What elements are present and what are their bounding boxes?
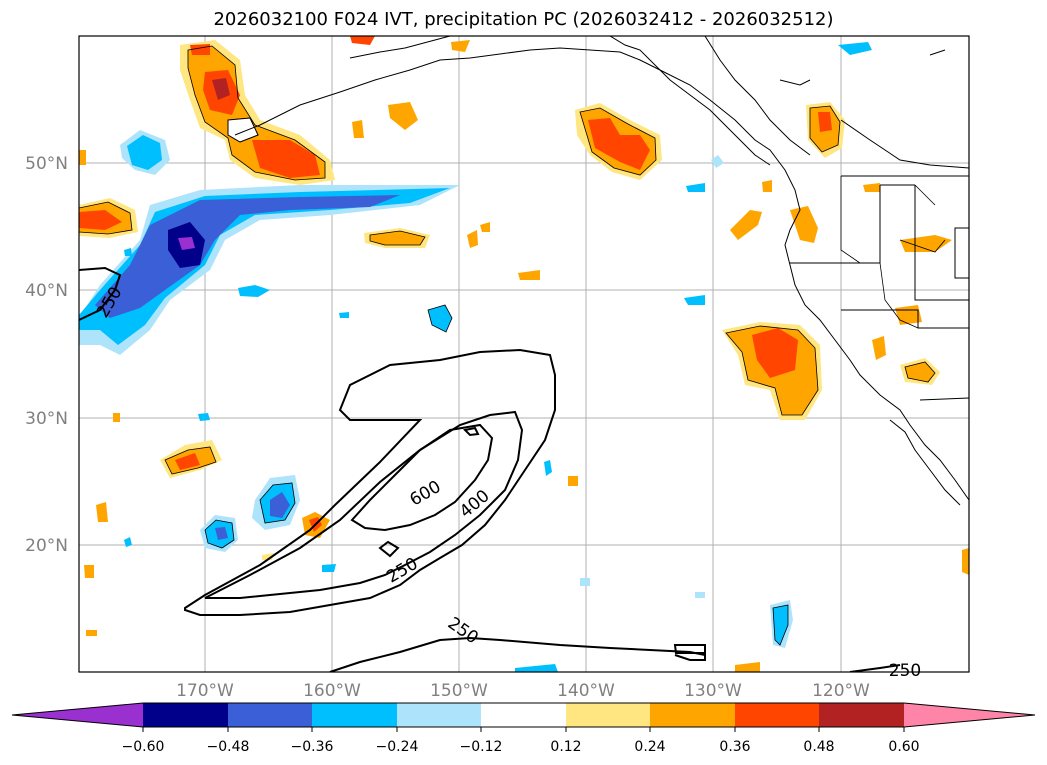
colorbar-bin [735,703,819,727]
lat-label-40n: 40°N [25,281,68,301]
lon-label-150w: 150°W [430,681,488,701]
lon-label-170w: 170°W [176,681,234,701]
lon-label-130w: 130°W [684,681,742,701]
colorbar-bin [143,703,228,727]
colorbar-tick-label: −0.36 [291,739,334,755]
colorbar-tick-label: −0.12 [460,739,503,755]
colorbar-bin [566,703,650,727]
lon-label-140w: 140°W [557,681,615,701]
coastlines [234,36,969,506]
colorbar-extend-high [904,703,1035,727]
colorbar-tick-label: 0.60 [888,739,919,755]
colorbar-tick-label: 0.12 [550,739,581,755]
lat-label-20n: 20°N [25,536,68,556]
colorbar-extend-low [12,703,143,727]
negative-precip-anomalies [79,42,872,672]
colorbar-bin [312,703,397,727]
colorbar-bin [228,703,312,727]
lon-label-120w: 120°W [812,681,870,701]
latitude-labels: 50°N 40°N 30°N 20°N [25,154,68,556]
map-plot-area [79,36,969,672]
colorbar-tick-label: 0.36 [719,739,750,755]
colorbar-tick-label: −0.24 [376,739,419,755]
colorbar-bin [650,703,735,727]
state-borders [840,176,946,329]
ivt-contours [79,266,901,672]
map-frame [78,35,970,673]
positive-precip-anomalies [79,36,969,672]
colorbar-tick-label: −0.48 [207,739,250,755]
colorbar-bin [397,703,481,727]
colorbar: −0.60 −0.48 −0.36 −0.24 −0.12 0.12 0.24 … [11,702,1036,755]
colorbar-tick-label: 0.48 [803,739,834,755]
colorbar-tick-label: −0.60 [122,739,165,755]
longitude-labels: 170°W 160°W 150°W 140°W 130°W 120°W [176,681,870,701]
lat-label-50n: 50°N [25,154,68,174]
lon-label-160w: 160°W [303,681,361,701]
contour-label-250-east: 250 [889,661,921,681]
colorbar-tick-label: 0.24 [634,739,665,755]
lat-label-30n: 30°N [25,409,68,429]
map-title: 2026032100 F024 IVT, precipitation PC (2… [213,9,834,30]
colorbar-bin [481,703,566,727]
white-hole [228,118,258,142]
colorbar-bin [819,703,904,727]
